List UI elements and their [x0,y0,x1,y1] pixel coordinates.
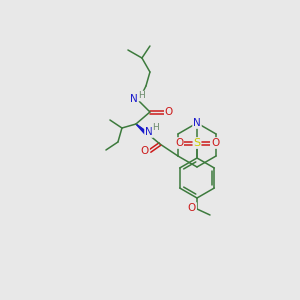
Text: H: H [153,124,159,133]
Text: O: O [188,203,196,213]
Text: N: N [130,94,138,104]
Text: N: N [145,127,153,137]
Text: H: H [139,92,145,100]
Text: O: O [141,146,149,156]
Text: N: N [193,118,201,128]
Text: O: O [175,138,183,148]
Text: O: O [211,138,219,148]
Text: S: S [194,138,201,148]
Polygon shape [136,124,147,134]
Text: O: O [165,107,173,117]
